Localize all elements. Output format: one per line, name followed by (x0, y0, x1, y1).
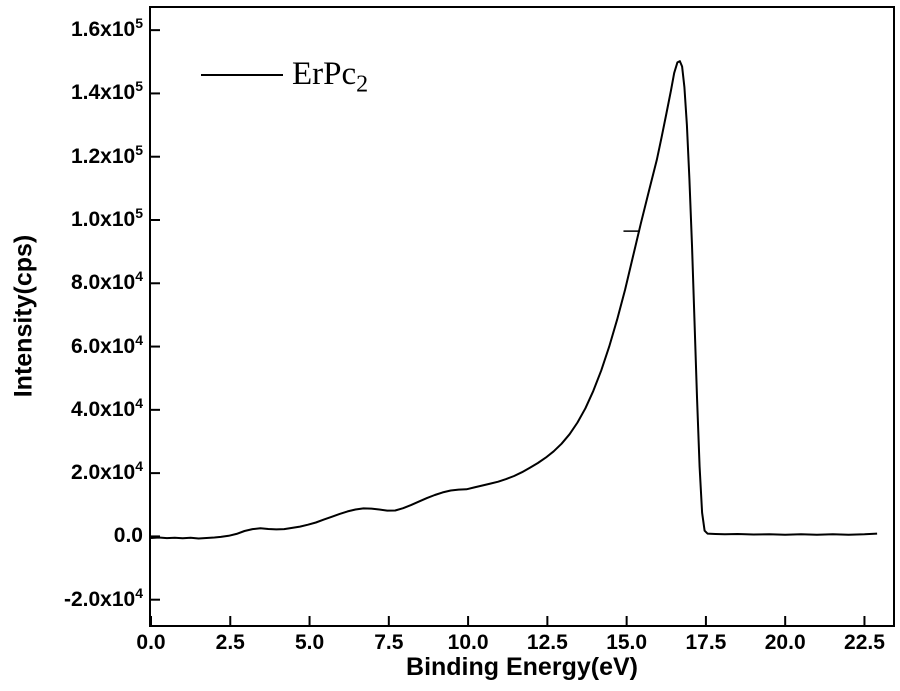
y-tick-label-base: 6.0x10 (70, 334, 136, 358)
legend: ErPc2 (201, 56, 368, 97)
y-tick-label: 6.0x104 (20, 331, 143, 360)
y-tick-label-exponent: 4 (135, 394, 143, 411)
y-tick-label-exponent: 5 (135, 204, 143, 221)
legend-label: ErPc2 (292, 56, 368, 97)
plot-area: ErPc2 (149, 6, 895, 627)
x-tick-label: 7.5 (374, 631, 404, 654)
y-axis-title: Intensity(cps) (9, 234, 38, 398)
x-tick-label: 2.5 (215, 631, 245, 654)
y-tick-label-exponent: 5 (135, 78, 143, 95)
y-tick-label: 2.0x104 (20, 458, 143, 486)
x-tick-label: 20.0 (764, 631, 806, 654)
y-tick-label: 4.0x104 (20, 394, 143, 423)
x-axis-title: Binding Energy(eV) (406, 653, 638, 681)
y-tick-label-base: 1.6x10 (70, 18, 136, 42)
y-tick-label-base: 1.4x10 (70, 81, 136, 105)
spectrum-plot-canvas (151, 29, 878, 625)
y-tick-label-base: 4.0x10 (70, 397, 136, 421)
y-tick-label-base: 0.0 (113, 524, 143, 548)
legend-label-base: ErPc (292, 56, 357, 92)
legend-label-subscript: 2 (356, 71, 369, 98)
y-tick-label-exponent: 5 (135, 141, 143, 158)
spectrum-line (151, 60, 878, 540)
y-tick-label: 8.0x104 (20, 268, 143, 296)
y-tick-label-exponent: 5 (135, 15, 143, 32)
legend-line-sample (201, 73, 283, 76)
y-tick-label-base: 2.0x10 (70, 461, 136, 485)
y-tick-label-base: 8.0x10 (70, 271, 136, 295)
y-tick-label-exponent: 4 (135, 268, 143, 285)
y-tick-label-exponent: 4 (135, 584, 143, 601)
x-tick-label: 15.0 (606, 631, 648, 654)
y-tick-label-base: 1.2x10 (70, 144, 136, 168)
y-tick-label: 1.4x105 (20, 78, 143, 106)
y-tick-label: 0.0 (20, 523, 143, 549)
y-tick-label: 1.6x105 (20, 15, 143, 43)
y-tick-label-base: 1.0x10 (70, 207, 136, 231)
x-tick-label: 5.0 (294, 631, 325, 654)
x-tick-label: 17.5 (685, 631, 727, 654)
y-tick-label-exponent: 4 (135, 331, 143, 348)
x-tick-label: 0.0 (136, 631, 166, 654)
y-tick-label-exponent: 4 (135, 458, 143, 475)
x-tick-label: 12.5 (526, 631, 568, 654)
y-tick-label: 1.2x105 (20, 141, 143, 170)
y-tick-label: 1.0x105 (20, 204, 143, 233)
x-tick-label: 22.5 (844, 631, 885, 654)
y-tick-label-base: -2.0x10 (63, 587, 136, 611)
y-tick-label: -2.0x104 (20, 584, 143, 613)
x-tick-label: 10.0 (447, 631, 489, 654)
